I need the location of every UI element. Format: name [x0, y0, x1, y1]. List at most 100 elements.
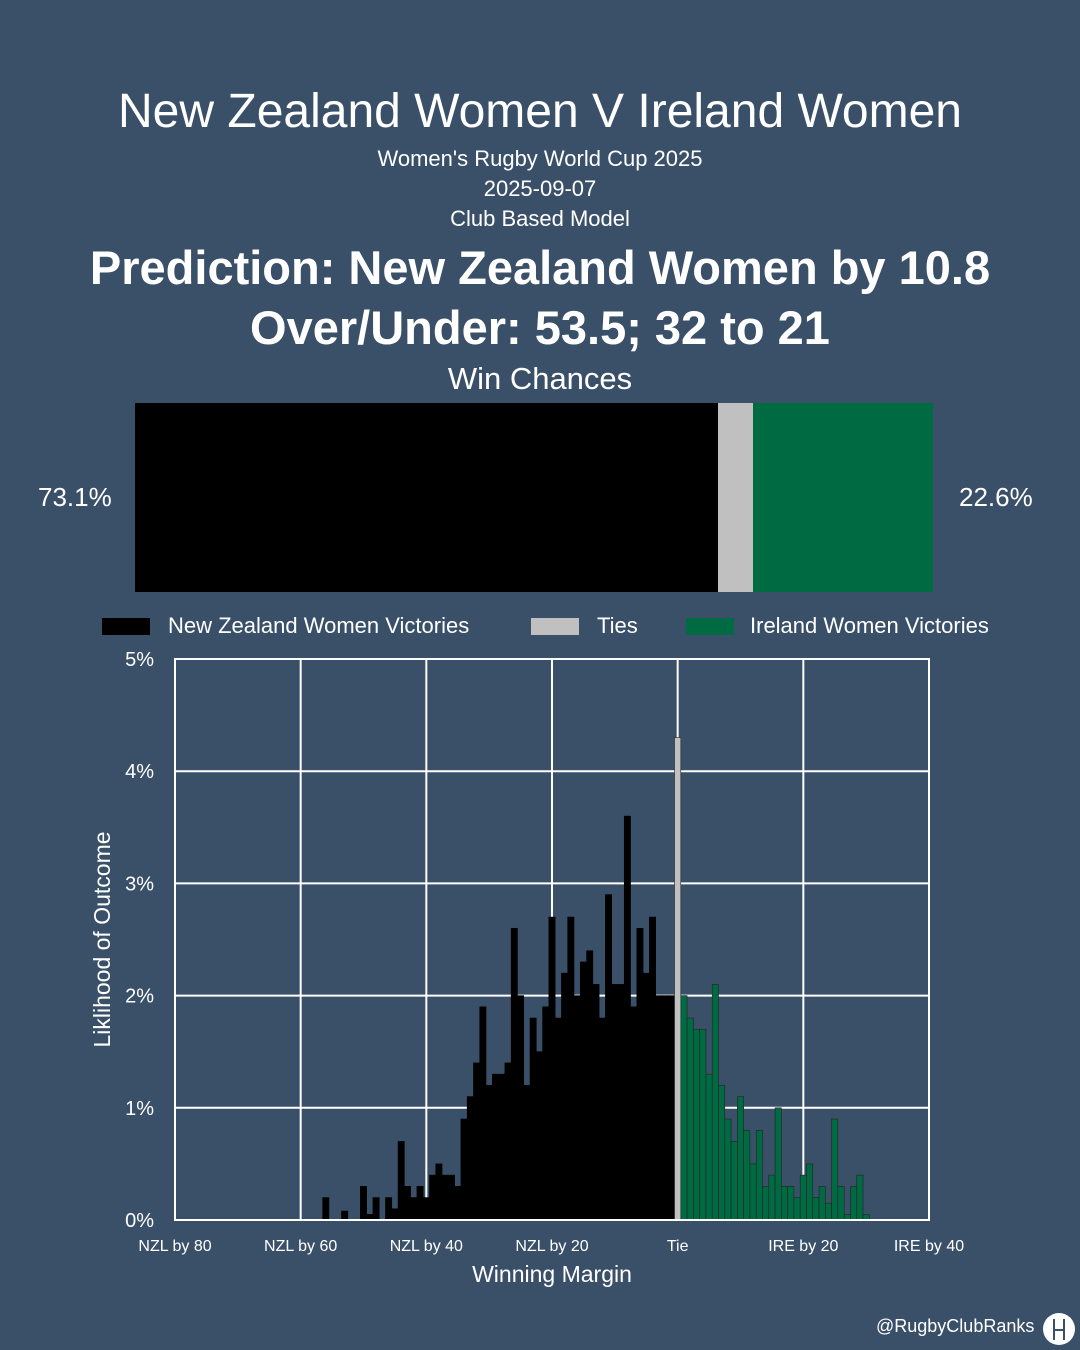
- histogram-bar: [743, 1129, 751, 1221]
- histogram-bar: [554, 1017, 562, 1221]
- histogram-bar: [492, 1073, 499, 1221]
- histogram-bar: [781, 1186, 788, 1221]
- histogram-bar: [711, 984, 719, 1221]
- histogram-bar: [397, 1141, 405, 1221]
- tie-segment: [718, 403, 753, 592]
- goalposts-logo-icon: [1043, 1313, 1075, 1345]
- credit-handle: @RugbyClubRanks: [876, 1316, 1035, 1336]
- over-under-text: Over/Under: 53.5; 32 to 21: [250, 301, 830, 354]
- histogram-bar: [341, 1210, 349, 1221]
- away-win-pct: 22.6%: [959, 482, 1033, 512]
- histogram-bar: [592, 984, 600, 1221]
- legend: New Zealand Women Victories Ties Ireland…: [0, 611, 1080, 641]
- y-axis-label: Liklihood of Outcome: [89, 831, 115, 1047]
- histogram-bar: [510, 927, 518, 1221]
- histogram-bar: [404, 1186, 411, 1221]
- legend-swatch-home: [102, 618, 150, 635]
- histogram-bar: [454, 1186, 462, 1221]
- competition-label: Women's Rugby World Cup 2025: [377, 146, 703, 171]
- histogram-bar: [573, 995, 581, 1221]
- x-axis-label: Winning Margin: [472, 1261, 632, 1287]
- histogram-bar: [630, 1006, 638, 1221]
- histogram-bar: [611, 984, 619, 1221]
- histogram-bar: [837, 1186, 845, 1221]
- histogram-bar: [680, 995, 688, 1221]
- histogram-bar: [699, 1028, 707, 1221]
- legend-label-tie: Ties: [597, 613, 638, 638]
- histogram-bar: [667, 995, 675, 1221]
- y-tick-label: 4%: [125, 761, 154, 783]
- histogram-bar: [429, 1174, 437, 1221]
- histogram-bar: [542, 1006, 550, 1221]
- histogram-bar: [674, 737, 682, 1221]
- x-tick-label: NZL by 40: [390, 1238, 463, 1255]
- histogram-bar: [718, 1085, 726, 1221]
- histogram-bar: [661, 995, 669, 1221]
- x-tick-label: Tie: [667, 1238, 689, 1255]
- win-chances-title: Win Chances: [447, 361, 633, 396]
- y-tick-label: 5%: [125, 649, 154, 671]
- legend-label-home: New Zealand Women Victories: [168, 613, 470, 638]
- histogram-bar: [693, 1028, 700, 1221]
- y-tick-label: 1%: [125, 1098, 154, 1120]
- histogram-bar: [850, 1186, 858, 1221]
- y-tick-label: 0%: [125, 1210, 154, 1232]
- histogram-bar: [831, 1118, 839, 1221]
- histogram-bar: [605, 894, 612, 1221]
- histogram-bar: [372, 1197, 380, 1221]
- histogram-bar: [360, 1186, 367, 1221]
- histogram-bar: [623, 815, 631, 1221]
- histogram-bar: [705, 1073, 713, 1221]
- histogram-bar: [561, 972, 569, 1221]
- histogram-bar: [385, 1197, 393, 1221]
- legend-label-away: Ireland Women Victories: [750, 613, 989, 638]
- histogram-bar: [435, 1163, 443, 1221]
- histogram-bar: [636, 927, 644, 1221]
- histogram-bar: [322, 1197, 330, 1221]
- histogram-bar: [755, 1129, 763, 1221]
- histogram-bar: [523, 1085, 531, 1221]
- histogram-bar: [517, 995, 525, 1221]
- y-tick-label: 3%: [125, 873, 154, 895]
- home-win-segment: [135, 403, 719, 592]
- histogram-bar: [579, 961, 587, 1221]
- histogram-bar: [485, 1085, 493, 1221]
- histogram-bar: [642, 972, 650, 1221]
- histogram-bar: [774, 1107, 782, 1221]
- histogram-bar: [410, 1197, 418, 1221]
- prediction-text: Prediction: New Zealand Women by 10.8: [89, 241, 991, 294]
- win-chances-bar: [135, 403, 933, 592]
- histogram-bar: [448, 1174, 455, 1221]
- margin-histogram: 0% 1% 2% 3% 4% 5% NZL by 80 NZL by 60 NZL by 40 N…: [89, 649, 964, 1287]
- histogram-bar: [787, 1186, 795, 1221]
- histogram-bar: [793, 1197, 801, 1221]
- histogram-bar: [567, 916, 575, 1221]
- histogram-bar: [737, 1096, 744, 1221]
- histogram-bar: [548, 916, 556, 1221]
- histogram-bar: [724, 1118, 732, 1221]
- y-tick-label: 2%: [125, 986, 154, 1008]
- x-tick-label: NZL by 80: [138, 1238, 211, 1255]
- histogram-bar: [498, 1073, 506, 1221]
- legend-swatch-away: [686, 618, 734, 635]
- legend-swatch-tie: [531, 618, 579, 635]
- histogram-bar: [598, 1017, 606, 1221]
- x-tick-label: NZL by 20: [515, 1238, 588, 1255]
- histogram-bar: [762, 1186, 770, 1221]
- histogram-bar: [529, 1017, 537, 1221]
- histogram-bar: [391, 1208, 399, 1221]
- histogram-bar: [479, 1006, 487, 1221]
- page-title: New Zealand Women V Ireland Women: [118, 85, 962, 138]
- histogram-bar: [749, 1163, 757, 1221]
- histogram-bar: [825, 1202, 832, 1221]
- histogram-bar: [686, 1017, 694, 1221]
- histogram-bar: [806, 1163, 814, 1221]
- histogram-bar: [441, 1174, 449, 1221]
- histogram-bar: [473, 1062, 481, 1221]
- histogram-bar: [818, 1186, 826, 1221]
- x-tick-label: NZL by 60: [264, 1238, 337, 1255]
- histogram-bar: [535, 1051, 543, 1221]
- match-date: 2025-09-07: [483, 176, 597, 201]
- histogram-bar: [460, 1118, 468, 1221]
- histogram-bar: [655, 995, 663, 1221]
